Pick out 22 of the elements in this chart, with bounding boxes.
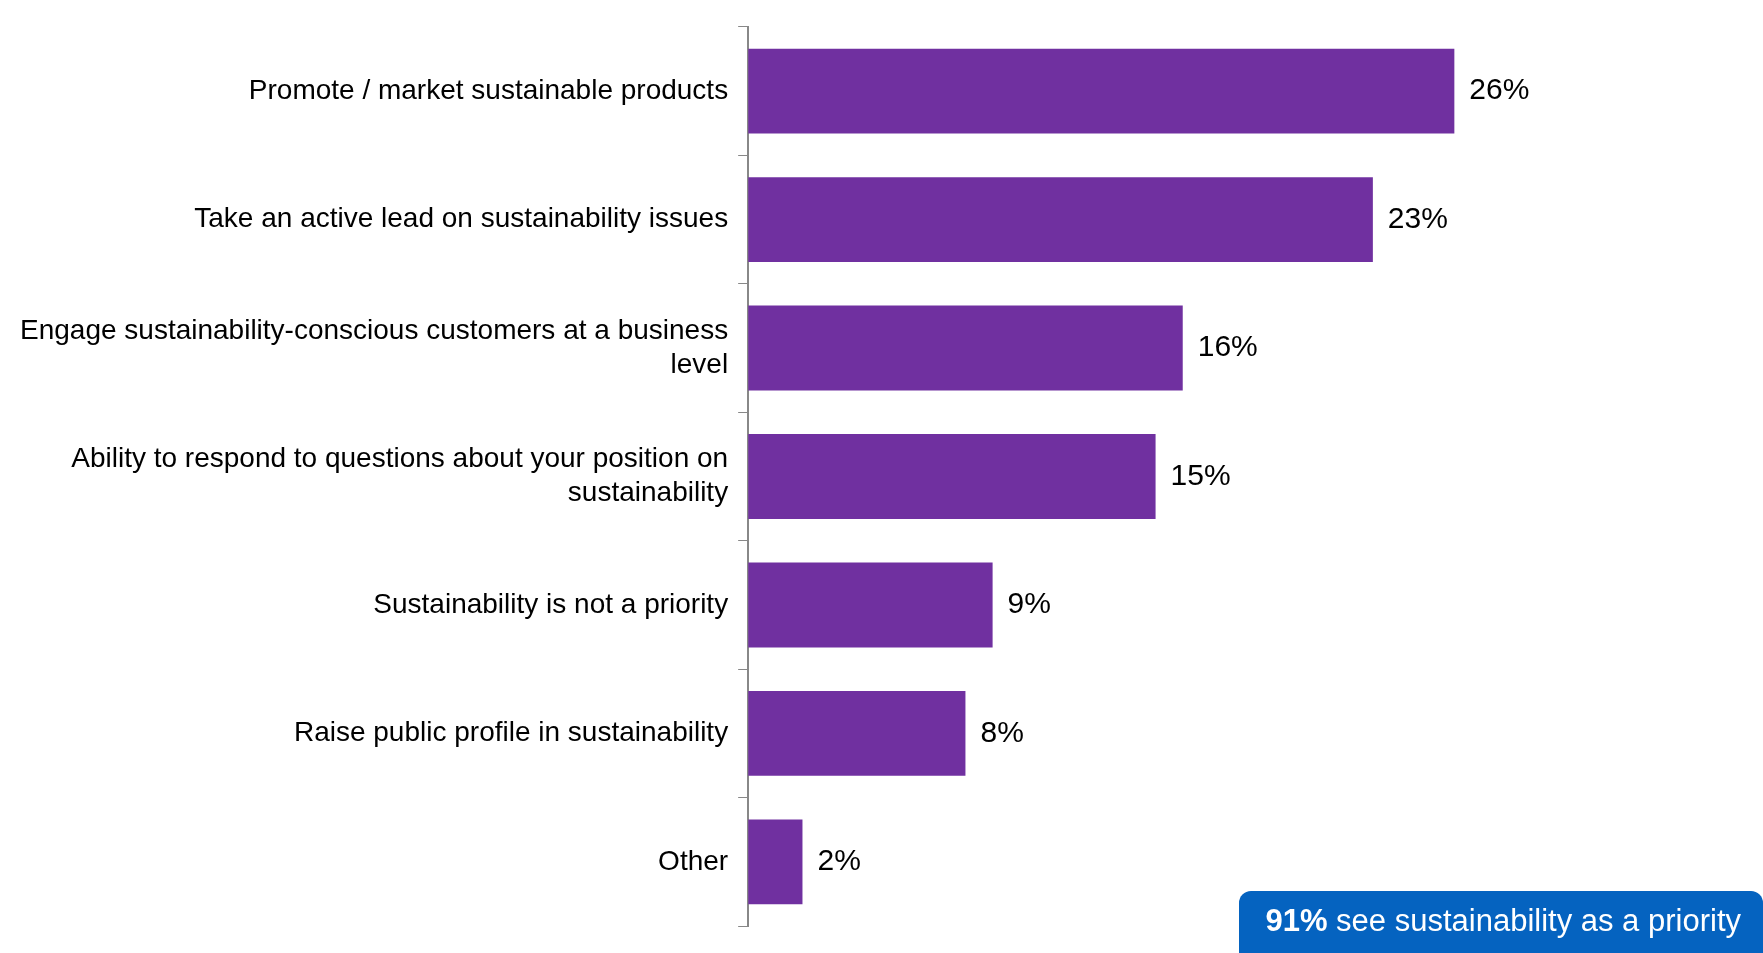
bar [748, 177, 1373, 262]
bar [748, 819, 803, 905]
bar [748, 48, 1455, 134]
y-tick-label: Other [658, 844, 729, 876]
data-label: 15% [1170, 457, 1231, 491]
y-tick-label: Take an active lead on sustainability issues [194, 202, 729, 234]
y-tick-label: Promote / market sustainable products [248, 73, 729, 105]
data-label: 26% [1469, 72, 1530, 106]
bar [748, 434, 1156, 519]
y-tick-label: Engage sustainability-conscious customers at a business level [19, 313, 729, 379]
data-label: 23% [1387, 200, 1448, 234]
data-label: 9% [1007, 586, 1051, 620]
bar [748, 562, 993, 648]
data-label: 16% [1197, 329, 1258, 363]
data-label: 8% [980, 714, 1024, 748]
annotation: 91% see sustainability as a priority [1239, 891, 1763, 953]
y-tick-label: Ability to respond to questions about your position on sustainability [71, 442, 729, 508]
data-label: 2% [817, 843, 861, 877]
bar [748, 305, 1183, 391]
y-tick-label: Sustainability is not a priority [373, 587, 729, 619]
bar [748, 691, 966, 776]
y-tick-label: Raise public profile in sustainability [293, 716, 729, 748]
